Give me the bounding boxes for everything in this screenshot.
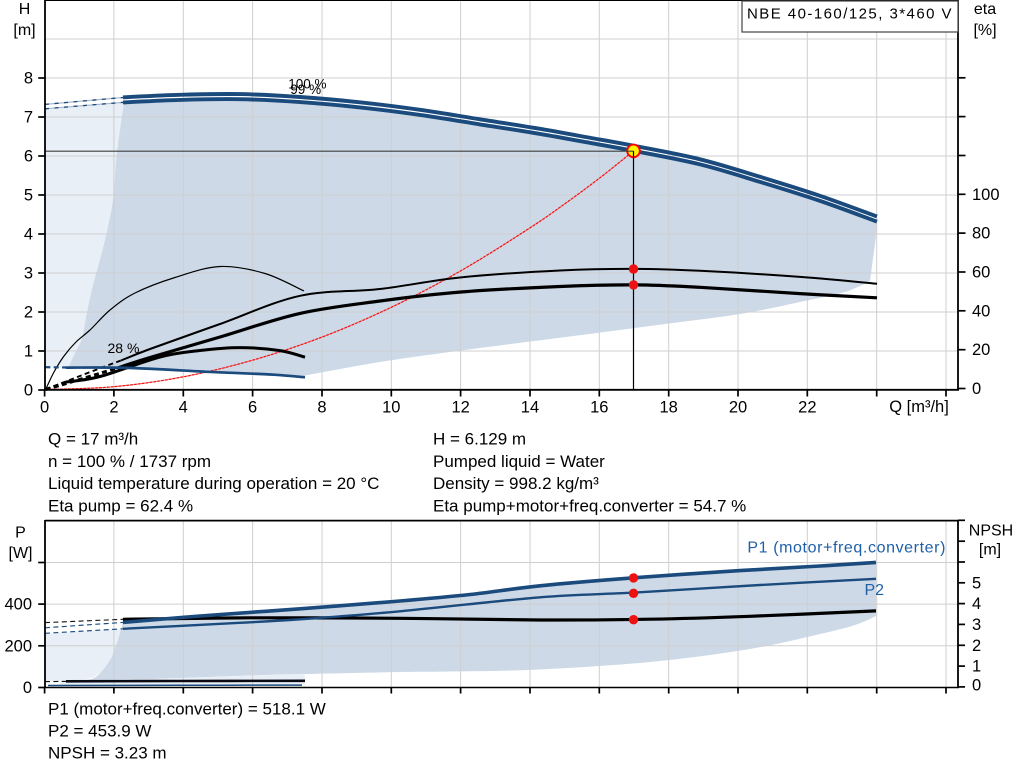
svg-text:22: 22 [798, 398, 816, 416]
svg-text:2: 2 [109, 398, 118, 416]
svg-text:99 %: 99 % [290, 82, 321, 97]
svg-text:4: 4 [179, 398, 188, 416]
svg-text:Q = 17 m³/h: Q = 17 m³/h [48, 430, 138, 449]
svg-text:1: 1 [24, 343, 33, 361]
svg-text:0: 0 [24, 382, 33, 400]
svg-text:[W]: [W] [9, 545, 33, 562]
svg-text:4: 4 [24, 226, 33, 244]
svg-text:NPSH = 3.23 m: NPSH = 3.23 m [48, 744, 167, 763]
svg-text:n = 100 % / 1737 rpm: n = 100 % / 1737 rpm [48, 452, 211, 471]
svg-text:4: 4 [972, 595, 981, 613]
svg-text:[m]: [m] [13, 22, 35, 39]
svg-text:[m]: [m] [979, 542, 1001, 559]
svg-text:100: 100 [972, 186, 1000, 204]
svg-text:Eta pump+motor+freq.converter: Eta pump+motor+freq.converter = 54.7 % [433, 496, 746, 515]
svg-text:P: P [15, 525, 26, 542]
svg-text:20: 20 [972, 341, 990, 359]
svg-text:10: 10 [382, 398, 400, 416]
svg-text:2: 2 [972, 637, 981, 655]
svg-text:60: 60 [972, 263, 990, 281]
svg-text:8: 8 [24, 70, 33, 88]
svg-text:P2: P2 [865, 582, 885, 599]
svg-text:5: 5 [24, 187, 33, 205]
svg-text:P1 (motor+freq.converter) = 51: P1 (motor+freq.converter) = 518.1 W [48, 700, 326, 719]
svg-text:20: 20 [729, 398, 747, 416]
svg-text:28 %: 28 % [108, 340, 140, 356]
svg-text:80: 80 [972, 225, 990, 243]
svg-text:40: 40 [972, 302, 990, 320]
svg-text:3: 3 [972, 616, 981, 634]
svg-text:[%]: [%] [973, 22, 996, 39]
svg-text:NPSH: NPSH [969, 523, 1013, 540]
svg-text:6: 6 [24, 148, 33, 166]
svg-text:14: 14 [521, 398, 539, 416]
svg-text:0: 0 [972, 380, 981, 398]
svg-text:Pumped liquid = Water: Pumped liquid = Water [433, 452, 605, 471]
svg-text:Eta pump = 62.4 %: Eta pump = 62.4 % [48, 496, 193, 515]
svg-text:0: 0 [40, 398, 49, 416]
svg-text:Q [m³/h]: Q [m³/h] [889, 398, 949, 416]
svg-text:0: 0 [972, 677, 981, 695]
svg-text:5: 5 [972, 574, 981, 592]
svg-text:12: 12 [451, 398, 469, 416]
svg-text:NBE 40-160/125, 3*460 V: NBE 40-160/125, 3*460 V [747, 5, 953, 22]
svg-text:P1 (motor+freq.converter): P1 (motor+freq.converter) [747, 539, 946, 556]
svg-text:1: 1 [972, 658, 981, 676]
svg-text:2: 2 [24, 304, 33, 322]
svg-text:18: 18 [659, 398, 677, 416]
svg-text:H = 6.129 m: H = 6.129 m [433, 430, 526, 449]
svg-text:6: 6 [248, 398, 257, 416]
svg-text:7: 7 [24, 109, 33, 127]
svg-text:200: 200 [4, 637, 32, 655]
svg-text:P2 = 453.9 W: P2 = 453.9 W [48, 722, 151, 741]
svg-text:eta: eta [974, 1, 996, 18]
svg-text:Liquid temperature during oper: Liquid temperature during operation = 20… [48, 474, 379, 493]
svg-text:3: 3 [24, 265, 33, 283]
svg-text:Density = 998.2 kg/m³: Density = 998.2 kg/m³ [433, 474, 599, 493]
svg-text:100 %: 100 % [288, 76, 326, 91]
svg-text:0: 0 [23, 679, 32, 697]
svg-text:H: H [19, 1, 31, 18]
svg-text:8: 8 [317, 398, 326, 416]
svg-text:16: 16 [590, 398, 608, 416]
svg-text:400: 400 [4, 596, 32, 614]
